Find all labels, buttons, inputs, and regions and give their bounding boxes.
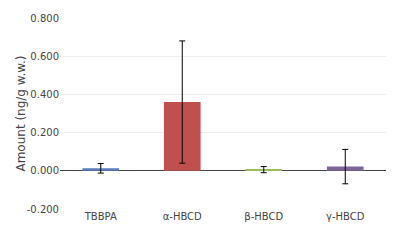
svg-text:β-HBCD: β-HBCD [244,211,283,222]
svg-text:TBBPA: TBBPA [84,211,117,222]
svg-text:0.800: 0.800 [30,13,59,24]
svg-text:0.400: 0.400 [30,89,59,100]
svg-text:α-HBCD: α-HBCD [163,211,202,222]
svg-text:Amount (ng/g w.w.): Amount (ng/g w.w.) [14,55,28,171]
svg-text:-0.200: -0.200 [27,204,59,215]
svg-text:0.200: 0.200 [30,127,59,138]
svg-text:0.600: 0.600 [30,51,59,62]
svg-text:γ-HBCD: γ-HBCD [326,211,365,222]
svg-text:0.000: 0.000 [30,165,59,176]
